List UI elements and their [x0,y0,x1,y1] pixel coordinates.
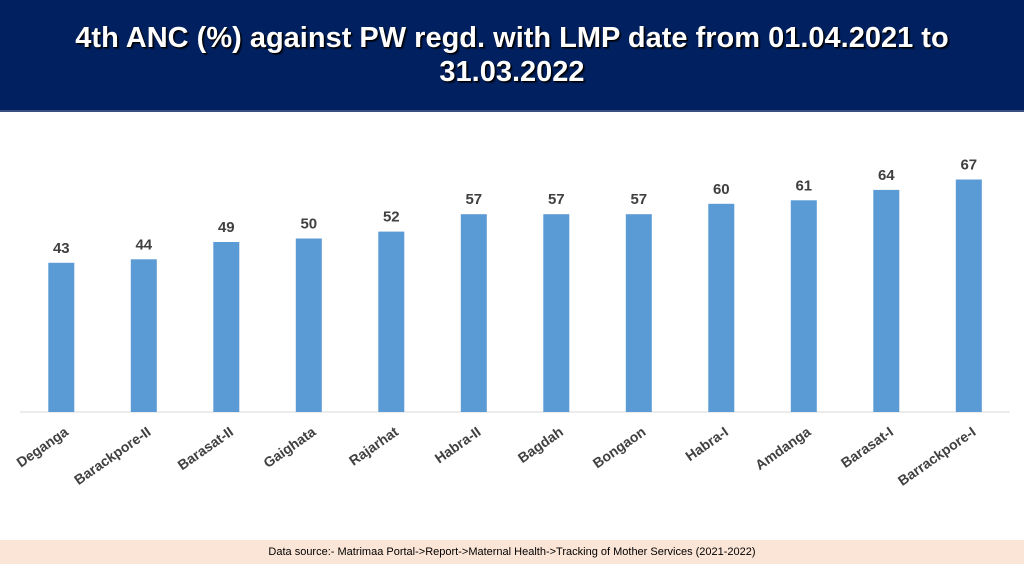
value-label-habra-i: 60 [713,181,730,198]
category-label-habra-i: Habra-I [682,423,731,464]
category-label-barrackpore-i: Barrackpore-I [895,423,979,488]
value-label-bagdah: 57 [548,191,565,208]
bar-amdanga [790,200,817,412]
bars-group [48,179,982,412]
category-label-habra-ii: Habra-II [432,423,484,466]
value-label-gaighata: 50 [300,216,317,233]
value-label-barackpore-ii: 44 [135,236,152,253]
category-label-amdanga: Amdanga [752,423,814,473]
bar-bongaon [625,214,652,412]
category-label-rajarhat: Rajarhat [346,423,401,468]
bar-chart: 43 44 49 50 52 57 57 57 60 61 64 67 Deganga Barackpo… [13,157,1010,489]
bar-barrackpore-i [955,179,982,412]
value-label-habra-ii: 57 [465,191,482,208]
title-banner: 4th ANC (%) against PW regd. with LMP da… [0,0,1024,112]
value-label-rajarhat: 52 [383,209,400,226]
category-labels-group: Deganga Barackpore-II Barasat-II Gaighata Ra… [13,423,978,489]
bar-barasat-ii [213,242,240,412]
bar-gaighata [295,238,322,412]
chart-title: 4th ANC (%) against PW regd. with LMP da… [75,22,949,88]
value-label-barrackpore-i: 67 [960,157,977,174]
category-label-barasat-i: Barasat-I [838,423,896,470]
value-label-deganga: 43 [53,240,70,257]
value-label-amdanga: 61 [795,177,812,194]
category-label-barackpore-ii: Barackpore-II [71,423,153,487]
bar-deganga [48,262,75,412]
bar-barasat-i [873,189,900,412]
value-labels-group: 43 44 49 50 52 57 57 57 60 61 64 67 [53,157,977,257]
bar-rajarhat [378,231,405,412]
data-source-text: Data source:- Matrimaa Portal->Report->M… [268,546,756,558]
value-label-barasat-i: 64 [878,167,895,184]
bar-habra-ii [460,214,487,412]
value-label-bongaon: 57 [630,191,647,208]
category-label-bongaon: Bongaon [590,423,649,471]
category-label-deganga: Deganga [13,423,71,470]
category-label-gaighata: Gaighata [260,423,318,471]
category-label-bagdah: Bagdah [515,423,566,466]
data-source-footer: Data source:- Matrimaa Portal->Report->M… [0,540,1024,564]
category-label-barasat-ii: Barasat-II [175,423,236,473]
bar-bagdah [543,214,570,412]
bar-barackpore-ii [130,259,157,412]
bar-habra-i [708,203,735,412]
value-label-barasat-ii: 49 [218,219,235,236]
